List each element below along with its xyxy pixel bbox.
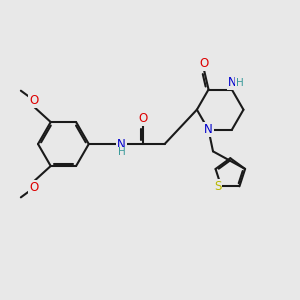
Text: N: N — [117, 137, 126, 151]
Text: S: S — [214, 180, 221, 193]
Text: O: O — [200, 57, 209, 70]
Text: O: O — [29, 181, 38, 194]
Text: N: N — [204, 123, 213, 136]
Text: N: N — [227, 76, 236, 89]
Text: O: O — [29, 94, 38, 107]
Text: O: O — [139, 112, 148, 125]
Text: H: H — [118, 147, 125, 158]
Text: H: H — [236, 78, 244, 88]
